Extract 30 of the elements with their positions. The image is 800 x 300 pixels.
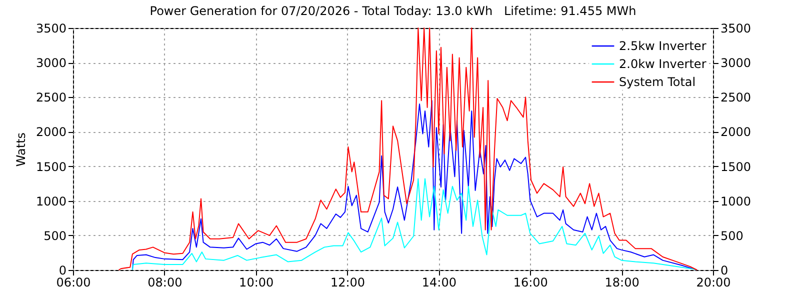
y2-tick-label: 2500 bbox=[720, 90, 752, 105]
y2-tick-label: 3500 bbox=[720, 22, 752, 36]
y2-tick-label: 3000 bbox=[720, 56, 752, 70]
y-tick-label: 3500 bbox=[36, 22, 66, 36]
y-axis-title: Watts bbox=[14, 132, 28, 167]
x-tick-label: 18:00 bbox=[604, 276, 640, 290]
y2-tick-label: 1000 bbox=[720, 194, 752, 208]
legend-label: System Total bbox=[619, 75, 696, 89]
legend-label: 2.5kw Inverter bbox=[619, 39, 706, 53]
y2-tick-label: 1500 bbox=[720, 160, 752, 174]
x-tick-label: 14:00 bbox=[422, 276, 457, 290]
x-tick-label: 20:00 bbox=[696, 276, 731, 290]
y-tick-label: 2000 bbox=[36, 125, 66, 140]
line-series bbox=[132, 178, 698, 270]
x-tick-label: 08:00 bbox=[148, 276, 182, 290]
x-tick-label: 10:00 bbox=[239, 276, 274, 290]
y2-tick-label: 2000 bbox=[720, 125, 752, 140]
y2-tick-label: 0 bbox=[720, 264, 728, 278]
legend-label: 2.0kw Inverter bbox=[619, 57, 706, 71]
y2-tick-label: 500 bbox=[720, 228, 744, 243]
y-tick-label: 500 bbox=[44, 228, 66, 243]
x-tick-label: 12:00 bbox=[330, 276, 366, 290]
y-tick-label: 2500 bbox=[36, 90, 66, 105]
x-tick-label: 06:00 bbox=[56, 276, 91, 290]
y-tick-label: 1000 bbox=[36, 194, 66, 208]
y-tick-label: 0 bbox=[58, 264, 66, 278]
y-tick-label: 3000 bbox=[36, 56, 66, 70]
x-tick-label: 16:00 bbox=[513, 276, 548, 290]
chart-title: Power Generation for 07/20/2026 - Total Today: 13.0 kWh Lifetime: 91.455 MWh bbox=[150, 4, 636, 18]
y-tick-label: 1500 bbox=[36, 160, 66, 174]
